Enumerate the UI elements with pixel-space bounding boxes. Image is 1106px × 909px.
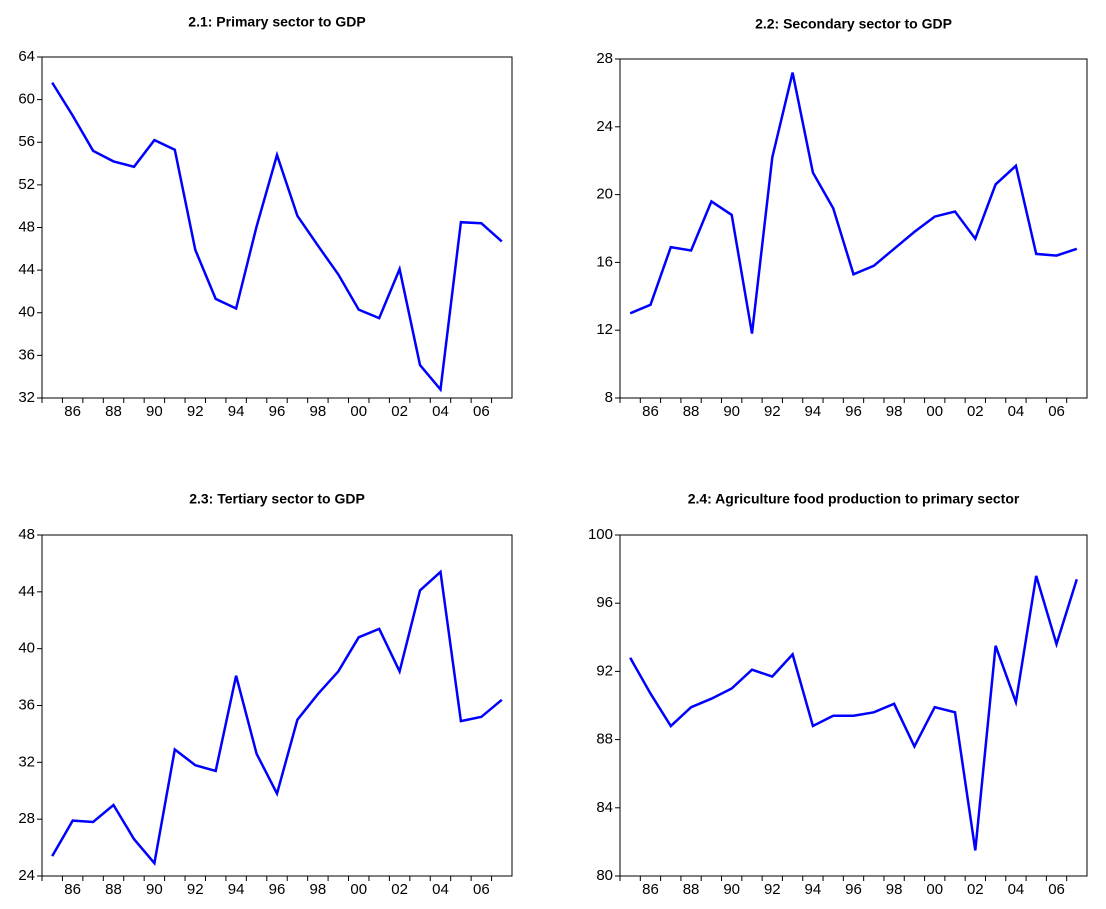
x-tick-label: 02 xyxy=(967,881,984,898)
x-tick-label: 94 xyxy=(805,403,822,420)
x-tick-label: 06 xyxy=(473,881,490,898)
data-line xyxy=(629,575,1078,851)
y-tick-label: 20 xyxy=(596,186,613,203)
y-tick-label: 100 xyxy=(588,526,613,543)
y-tick-label: 32 xyxy=(18,389,35,406)
y-tick-label: 44 xyxy=(18,261,35,278)
y-tick-label: 28 xyxy=(18,810,35,827)
y-tick-label: 52 xyxy=(18,176,35,193)
x-tick-label: 92 xyxy=(187,403,204,420)
y-tick-label: 36 xyxy=(18,696,35,713)
y-tick-label: 40 xyxy=(18,640,35,657)
x-tick-label: 02 xyxy=(391,881,408,898)
y-tick-label: 16 xyxy=(596,253,613,270)
x-tick-label: 90 xyxy=(146,881,163,898)
y-tick-label: 88 xyxy=(596,731,613,748)
y-tick-label: 92 xyxy=(596,662,613,679)
x-tick-label: 04 xyxy=(1008,403,1025,420)
x-tick-label: 02 xyxy=(391,403,408,420)
x-tick-label: 98 xyxy=(310,881,327,898)
x-tick-label: 96 xyxy=(269,881,286,898)
x-tick-label: 06 xyxy=(473,403,490,420)
x-tick-label: 02 xyxy=(967,403,984,420)
x-tick-label: 92 xyxy=(187,881,204,898)
data-line xyxy=(51,569,503,867)
x-tick-label: 98 xyxy=(886,403,903,420)
x-tick-label: 04 xyxy=(432,403,449,420)
x-tick-label: 04 xyxy=(1008,881,1025,898)
x-tick-label: 00 xyxy=(926,403,943,420)
y-tick-label: 64 xyxy=(18,48,35,65)
x-tick-label: 90 xyxy=(723,403,740,420)
y-tick-label: 96 xyxy=(596,594,613,611)
plot-frame xyxy=(41,56,513,399)
y-tick-label: 32 xyxy=(18,753,35,770)
x-tick-label: 92 xyxy=(764,881,781,898)
chart-title: 2.1: Primary sector to GDP xyxy=(188,14,365,30)
chart: 2.2: Secondary sector to GDP 8 12 16 20 24 28 8… xyxy=(596,16,1088,420)
chart-title: 2.3: Tertiary sector to GDP xyxy=(189,491,365,507)
plot-frame xyxy=(619,534,1088,877)
y-tick-label: 80 xyxy=(596,867,613,884)
y-tick-label: 56 xyxy=(18,133,35,150)
x-tick-label: 88 xyxy=(105,403,122,420)
x-tick-label: 98 xyxy=(310,403,327,420)
y-tick-label: 28 xyxy=(596,50,613,67)
x-tick-label: 00 xyxy=(350,403,367,420)
x-tick-label: 00 xyxy=(926,881,943,898)
x-tick-label: 88 xyxy=(683,881,700,898)
y-tick-label: 84 xyxy=(596,799,613,816)
chart: 2.1: Primary sector to GDP 32 36 40 44 48 52 56… xyxy=(18,14,513,420)
x-tick-label: 00 xyxy=(350,881,367,898)
y-tick-label: 24 xyxy=(596,118,613,135)
data-line xyxy=(629,72,1078,334)
x-tick-label: 90 xyxy=(723,881,740,898)
x-tick-label: 96 xyxy=(845,881,862,898)
y-tick-label: 48 xyxy=(18,526,35,543)
x-tick-label: 98 xyxy=(886,881,903,898)
chart: 2.4: Agriculture food production to prim… xyxy=(588,491,1088,898)
x-tick-label: 88 xyxy=(683,403,700,420)
x-tick-label: 06 xyxy=(1048,403,1065,420)
x-tick-label: 94 xyxy=(805,881,822,898)
data-line xyxy=(51,81,503,393)
y-tick-label: 24 xyxy=(18,867,35,884)
y-tick-label: 12 xyxy=(596,321,613,338)
x-tick-label: 04 xyxy=(432,881,449,898)
x-tick-label: 86 xyxy=(64,881,81,898)
plot-frame xyxy=(619,58,1088,399)
x-tick-label: 90 xyxy=(146,403,163,420)
y-tick-label: 8 xyxy=(605,389,613,406)
x-tick-label: 94 xyxy=(228,881,245,898)
x-tick-label: 06 xyxy=(1048,881,1065,898)
x-tick-label: 86 xyxy=(64,403,81,420)
y-tick-label: 60 xyxy=(18,91,35,108)
chart: 2.3: Tertiary sector to GDP 24 28 32 36 40 44 4… xyxy=(18,491,513,898)
x-tick-label: 86 xyxy=(642,881,659,898)
x-tick-label: 88 xyxy=(105,881,122,898)
y-tick-label: 40 xyxy=(18,304,35,321)
x-tick-label: 92 xyxy=(764,403,781,420)
x-tick-label: 96 xyxy=(269,403,286,420)
x-tick-label: 96 xyxy=(845,403,862,420)
x-tick-label: 86 xyxy=(642,403,659,420)
chart-title: 2.2: Secondary sector to GDP xyxy=(755,16,952,32)
x-tick-label: 94 xyxy=(228,403,245,420)
y-tick-label: 36 xyxy=(18,346,35,363)
y-tick-label: 48 xyxy=(18,218,35,235)
chart-title: 2.4: Agriculture food production to prim… xyxy=(688,491,1020,507)
y-tick-label: 44 xyxy=(18,583,35,600)
